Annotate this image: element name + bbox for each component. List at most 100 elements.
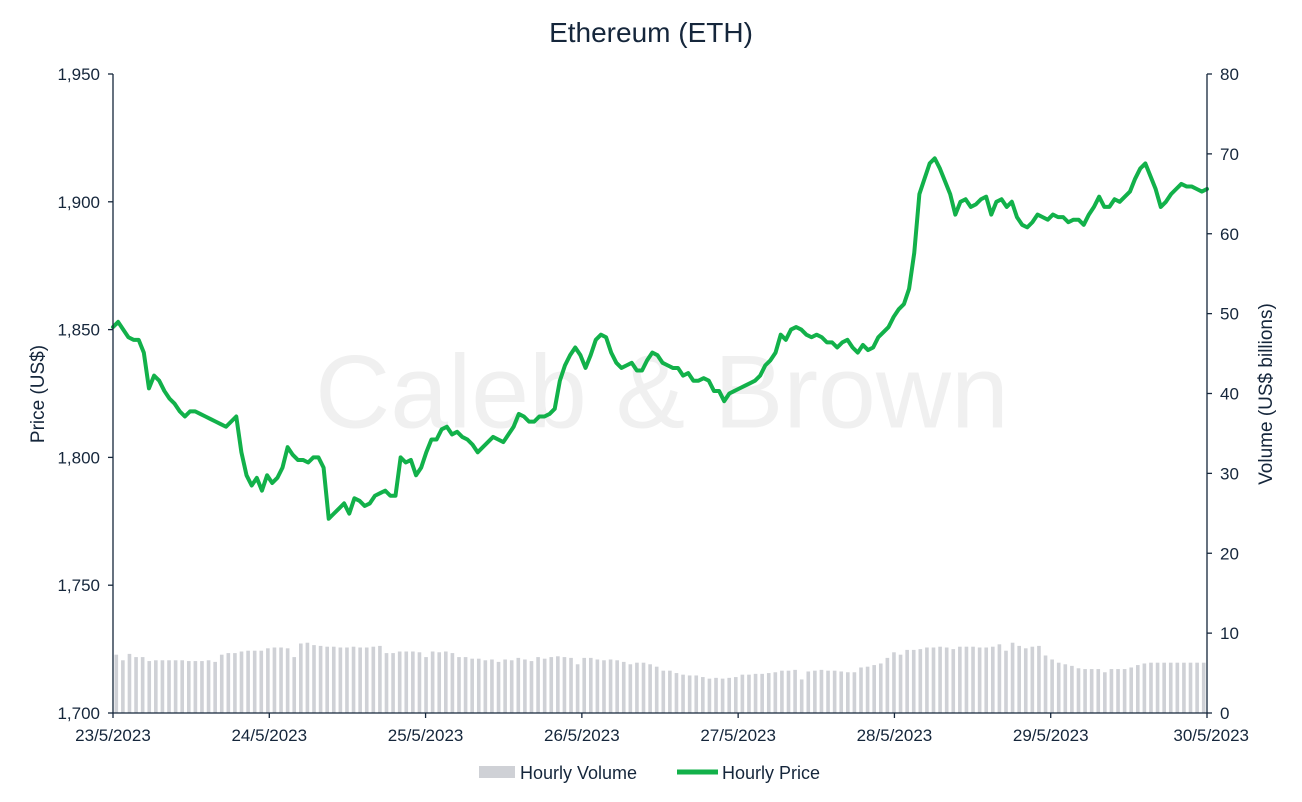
legend-volume-label: Hourly Volume [520, 763, 637, 783]
volume-bar [1004, 650, 1008, 713]
volume-bar [681, 674, 685, 713]
x-tick-label: 29/5/2023 [1013, 726, 1089, 745]
price-line [111, 156, 1209, 521]
volume-bar [1129, 667, 1134, 713]
volume-bar [1188, 662, 1193, 713]
y-right-tick-label: 70 [1220, 145, 1239, 164]
volume-bar [127, 653, 132, 713]
x-tick-label: 23/5/2023 [75, 726, 151, 745]
volume-bar [325, 646, 329, 713]
x-tick-label: 30/5/2023 [1173, 726, 1249, 745]
volume-bar [1010, 642, 1015, 713]
volume-bar [1201, 662, 1206, 713]
volume-bar [621, 661, 626, 713]
volume-bar [523, 659, 527, 713]
volume-bar [714, 677, 718, 713]
volume-bar [958, 646, 962, 713]
volume-bar [483, 660, 488, 713]
y-right-tick-label: 0 [1220, 704, 1229, 723]
volume-bar [615, 660, 619, 713]
volume-bar [1030, 646, 1035, 713]
y-right-tick-label: 10 [1220, 624, 1239, 643]
volume-bar [1116, 669, 1120, 713]
volume-bar [1155, 662, 1160, 713]
volume-bar [397, 651, 402, 713]
volume-bar [1135, 665, 1140, 713]
volume-bar [239, 651, 244, 713]
volume-bar [167, 660, 171, 713]
volume-bar [925, 647, 929, 713]
x-ticks: 23/5/2023 24/5/2023 25/5/2023 26/5/2023 27/5… [75, 713, 1249, 745]
price-line-group [111, 156, 1209, 521]
volume-bar [345, 647, 349, 713]
watermark: Caleb & Brown [315, 334, 1009, 450]
y-right-ticks: 0 10 20 30 40 50 60 70 80 [1207, 65, 1239, 723]
volume-bar [1070, 665, 1074, 713]
volume-bar [1017, 645, 1021, 713]
y-right-tick-label: 60 [1220, 225, 1239, 244]
volume-bar [213, 661, 217, 713]
volume-bar [358, 647, 362, 713]
volume-bar [219, 654, 224, 713]
volume-bar [753, 673, 758, 713]
volume-bar [569, 657, 573, 713]
volume-bar [806, 671, 811, 713]
volume-bar [351, 646, 356, 713]
volume-bar [562, 657, 567, 713]
volume-bar [608, 659, 613, 713]
volume-bar [1037, 645, 1041, 713]
volume-bar [898, 654, 903, 713]
volume-bar [496, 661, 501, 713]
volume-bar [470, 658, 474, 713]
volume-bar [404, 651, 409, 713]
volume-bar [233, 653, 237, 713]
x-tick-label: 27/5/2023 [700, 726, 776, 745]
volume-bar [299, 643, 303, 713]
volume-bar [701, 677, 705, 713]
volume-bar [674, 673, 679, 713]
volume-bar [193, 661, 198, 713]
volume-bar [733, 677, 738, 713]
legend-price-label: Hourly Price [722, 763, 820, 783]
volume-bar [799, 679, 804, 713]
volume-bar [1043, 655, 1048, 713]
volume-bar [984, 647, 989, 713]
volume-bar [529, 661, 534, 713]
volume-bar [819, 669, 824, 713]
volume-bar [450, 653, 455, 713]
volume-bar [1142, 663, 1147, 713]
volume-bar [602, 660, 606, 713]
volume-bar [411, 651, 415, 713]
volume-bar [971, 646, 975, 713]
volume-bar [430, 651, 435, 713]
volume-bar [773, 672, 778, 713]
volume-bar [1175, 662, 1180, 713]
volume-bar [542, 658, 547, 713]
volume-bar [760, 673, 764, 713]
y-right-tick-label: 50 [1220, 305, 1239, 324]
volume-bar [687, 675, 692, 713]
volume-bar [173, 660, 178, 713]
volume-bar [793, 669, 797, 713]
volume-bar [180, 660, 185, 713]
volume-bars [114, 642, 1206, 713]
legend: Hourly Volume Hourly Price [479, 763, 820, 783]
y-left-tick-label: 1,950 [57, 65, 100, 84]
volume-bar [285, 648, 290, 713]
volume-bar [885, 657, 890, 713]
volume-bar [595, 659, 600, 713]
volume-bar [272, 647, 277, 713]
volume-bar [312, 645, 316, 713]
volume-bar [727, 677, 732, 713]
volume-bar [437, 652, 442, 713]
volume-bar [654, 666, 659, 713]
volume-bar [509, 660, 514, 713]
volume-bar [865, 666, 870, 713]
volume-bar [582, 657, 587, 713]
volume-bar [1168, 662, 1173, 713]
y-left-tick-label: 1,700 [57, 704, 100, 723]
y-left-ticks: 1,700 1,750 1,800 1,850 1,900 1,950 [57, 65, 113, 723]
x-tick-label: 26/5/2023 [544, 726, 620, 745]
volume-bar [154, 660, 158, 713]
